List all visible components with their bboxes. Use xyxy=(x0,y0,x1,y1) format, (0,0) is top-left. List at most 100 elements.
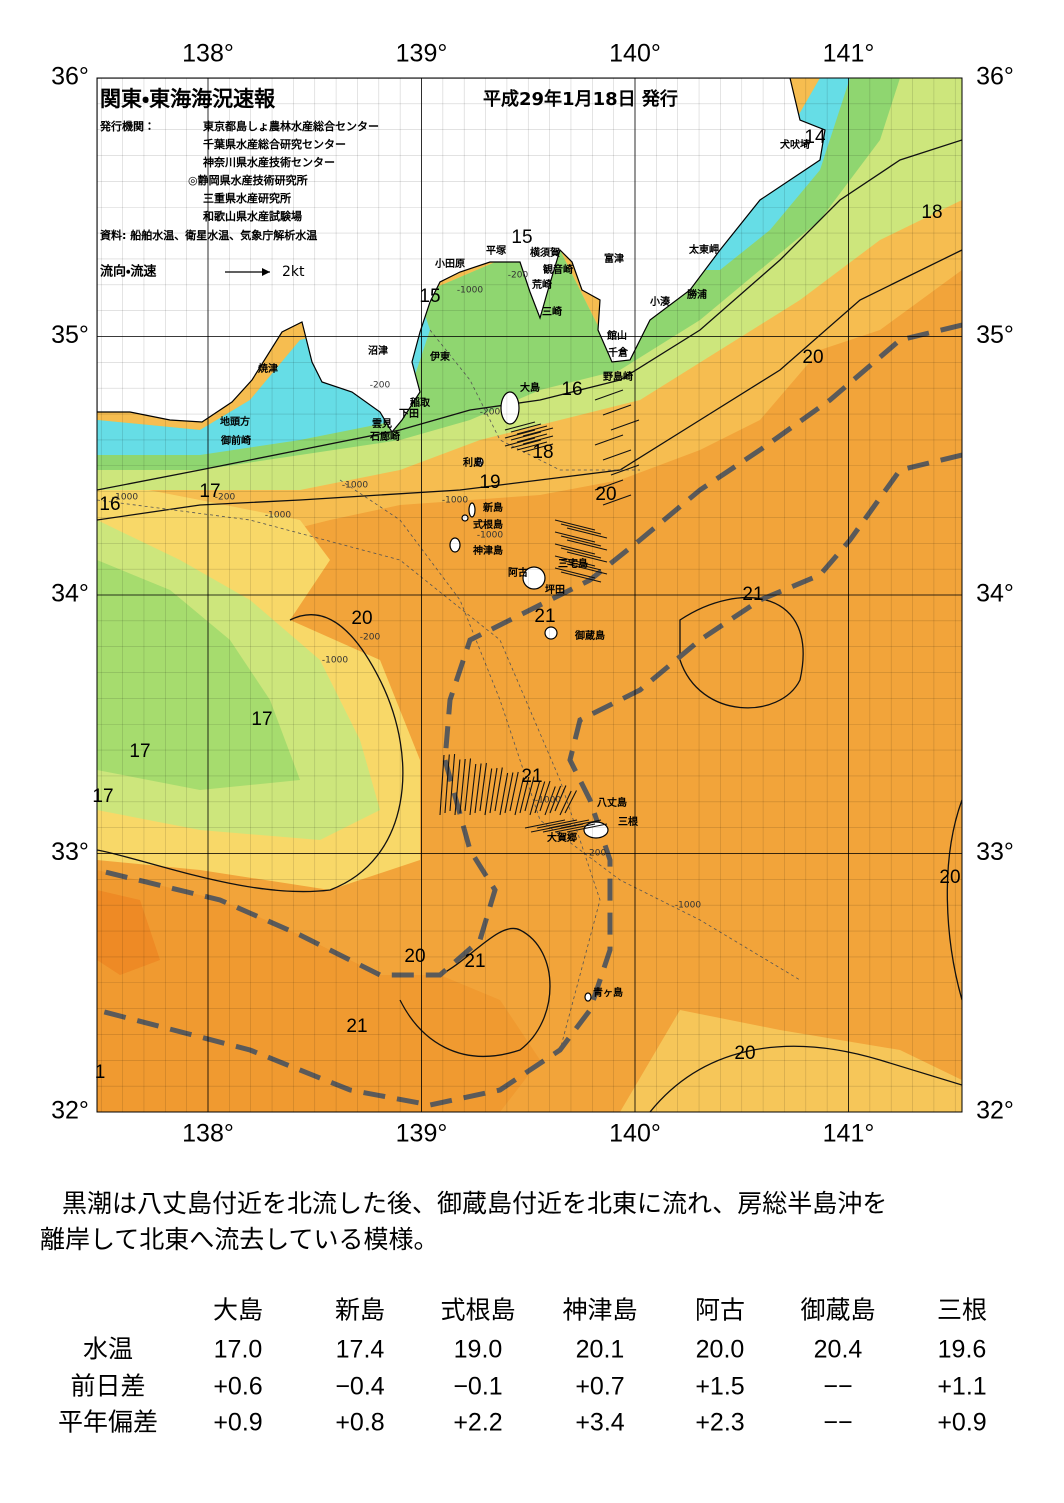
isobath xyxy=(97,499,601,1051)
current-arrow xyxy=(560,547,602,559)
lon-label: 138° xyxy=(182,40,234,68)
isobath-label: -1000 xyxy=(675,901,701,911)
current-arrow xyxy=(539,780,551,812)
place-name: 御蔵島 xyxy=(574,629,605,642)
row-label: 平年偏差 xyxy=(58,1409,158,1437)
current-arrow xyxy=(514,777,525,816)
temperature-label: 20 xyxy=(939,867,960,888)
graticule xyxy=(97,77,962,1113)
isobath xyxy=(429,329,640,471)
temperature-label: 17 xyxy=(251,709,272,730)
isobath-label: -1000 xyxy=(457,286,483,296)
island xyxy=(544,626,558,640)
table-header: 大島 xyxy=(213,1297,263,1325)
current-arrow xyxy=(602,404,632,416)
current-arrow xyxy=(510,439,542,449)
current-arrow xyxy=(519,776,530,814)
place-name: 青ヶ島 xyxy=(593,986,623,999)
current-arrow xyxy=(504,772,514,814)
map-field xyxy=(97,78,962,1112)
temperature-label: 21 xyxy=(521,766,542,787)
table-cell: −0.4 xyxy=(335,1373,384,1401)
current-arrow xyxy=(469,763,477,816)
current-arrow xyxy=(554,543,596,555)
isobath-label: -200 xyxy=(586,849,607,859)
land xyxy=(97,78,826,434)
current-arrow xyxy=(516,425,548,435)
table-cell: 17.4 xyxy=(336,1336,385,1364)
current-arrow xyxy=(564,790,577,814)
table-cell: 20.1 xyxy=(576,1336,625,1364)
current-arrow xyxy=(439,754,445,816)
contour xyxy=(97,614,404,893)
contour xyxy=(946,799,962,1001)
table-cell: +2.2 xyxy=(453,1409,502,1437)
table-header: 御蔵島 xyxy=(800,1297,875,1325)
table-cell: −0.1 xyxy=(453,1373,502,1401)
issuer: ◎静岡県水産技術研究所 xyxy=(188,173,308,187)
temperature-label: 17 xyxy=(129,741,150,762)
temperature-label: 21 xyxy=(742,584,763,605)
isobath-label: -200 xyxy=(508,271,529,281)
current-arrow xyxy=(509,771,519,812)
current-arrow xyxy=(474,763,482,814)
current-arrow xyxy=(610,464,640,476)
isobath-label: -200 xyxy=(360,633,381,643)
table-cell: 19.0 xyxy=(454,1336,503,1364)
place-name: 神津島 xyxy=(472,544,503,557)
current-arrow xyxy=(522,443,554,453)
current-arrow xyxy=(610,419,640,431)
lat-label: 36° xyxy=(976,63,1014,91)
place-name: 利島 xyxy=(463,456,483,469)
issuer: 千葉県水産総合研究センター xyxy=(203,137,346,151)
table-cell: +0.9 xyxy=(213,1409,262,1437)
table-cell: +1.1 xyxy=(937,1373,986,1401)
table-cell: +0.6 xyxy=(213,1373,262,1401)
lat-label: 35° xyxy=(976,321,1014,349)
place-name: 平塚 xyxy=(486,244,507,257)
place-name: 新島 xyxy=(482,501,503,514)
temperature-label: 15 xyxy=(511,227,532,248)
temperature-label: 14 xyxy=(804,127,826,148)
temperature-label: 20 xyxy=(595,484,616,505)
current-arrow xyxy=(549,785,562,814)
commentary-line: 黒潮は八丈島付近を北流した後、御蔵島付近を北東に流れ、房総半島沖を xyxy=(62,1189,887,1218)
current-arrow xyxy=(444,754,450,814)
table-header: 三根 xyxy=(937,1297,987,1325)
place-name: 富津 xyxy=(604,252,624,265)
sea-coastal-cyan xyxy=(97,78,850,455)
temperature-label: 19 xyxy=(479,472,500,493)
current-arrow xyxy=(566,539,608,551)
current-arrow xyxy=(602,494,632,506)
lat-label: 34° xyxy=(976,580,1014,608)
place-name: 野島崎 xyxy=(603,370,633,383)
current-arrow xyxy=(504,421,536,431)
place-name: 三根 xyxy=(618,815,639,828)
isobath-label: -1000 xyxy=(477,531,503,541)
table-cell: 20.4 xyxy=(814,1336,863,1364)
isobath-label: -1000 xyxy=(535,796,561,806)
issuer: 三重県水産研究所 xyxy=(203,191,291,205)
current-arrow xyxy=(554,519,596,531)
table-cell: +0.9 xyxy=(937,1409,986,1437)
current-arrow xyxy=(594,434,624,446)
place-name: 大島 xyxy=(520,381,540,394)
lon-label: 141° xyxy=(823,40,875,68)
row-label: 水温 xyxy=(83,1336,133,1364)
current-arrow xyxy=(534,781,546,814)
temperature-label: 16 xyxy=(561,379,582,400)
current-arrow xyxy=(566,527,608,539)
kuroshio-axis xyxy=(97,452,962,1108)
place-name: 小田原 xyxy=(434,257,465,270)
current-arrow xyxy=(522,427,554,437)
title: 関東・東海海況速報 xyxy=(100,87,276,111)
island xyxy=(583,821,609,839)
isobath-label: -1000 xyxy=(342,481,368,491)
lon-label: 141° xyxy=(823,1120,875,1148)
current-arrow xyxy=(522,435,554,445)
current-arrow xyxy=(554,785,567,812)
sea-yellow-se xyxy=(620,1010,962,1112)
source: 資料: 船舶水温、衛星水温、気象庁解析水温 xyxy=(100,228,317,242)
current-arrow xyxy=(594,479,624,491)
table-cell: −− xyxy=(823,1409,852,1437)
